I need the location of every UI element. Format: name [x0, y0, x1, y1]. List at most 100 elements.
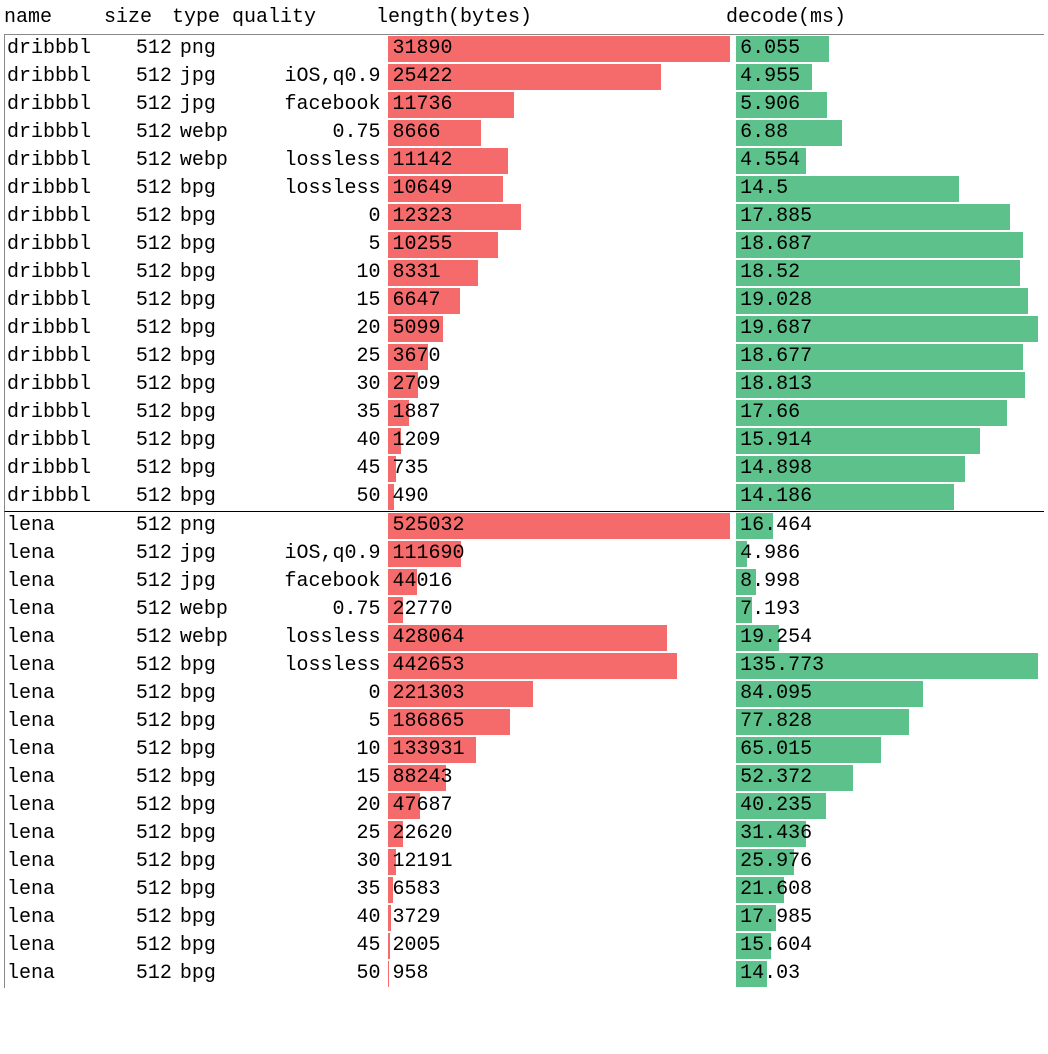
cell-length: 31890	[388, 35, 736, 63]
table-row: lena512webp0.75227707.193	[4, 596, 1044, 624]
cell-length: 111690	[388, 540, 736, 568]
cell-length: 47687	[388, 792, 736, 820]
cell-name: lena	[5, 708, 102, 736]
length-value: 2005	[388, 932, 736, 960]
table-row: dribbbl512png 318906.055	[4, 35, 1044, 63]
cell-quality: 30	[241, 371, 388, 399]
cell-length: 88243	[388, 764, 736, 792]
table-row: dribbbl512bpglossless1064914.5	[4, 175, 1044, 203]
cell-quality: 35	[241, 876, 388, 904]
cell-length: 6583	[388, 876, 736, 904]
cell-size: 512	[102, 792, 180, 820]
cell-type: bpg	[180, 371, 242, 399]
cell-type: bpg	[180, 315, 242, 343]
decode-value: 7.193	[736, 596, 1044, 624]
table-row: dribbbl512bpg01232317.885	[4, 203, 1044, 231]
decode-value: 6.055	[736, 35, 1044, 63]
table-row: lena512webplossless42806419.254	[4, 624, 1044, 652]
cell-decode: 15.914	[736, 427, 1044, 455]
cell-length: 8331	[388, 259, 736, 287]
cell-quality: 5	[241, 231, 388, 259]
length-value: 22620	[388, 820, 736, 848]
decode-value: 52.372	[736, 764, 1044, 792]
cell-length: 186865	[388, 708, 736, 736]
cell-quality: facebook	[241, 91, 388, 119]
header-size: size	[104, 4, 172, 32]
cell-length: 6647	[388, 287, 736, 315]
cell-length: 10255	[388, 231, 736, 259]
cell-size: 512	[102, 175, 180, 203]
cell-quality: 0	[241, 680, 388, 708]
table-header: name size type quality length(bytes) dec…	[4, 4, 1044, 35]
cell-name: dribbbl	[5, 483, 102, 511]
length-value: 88243	[388, 764, 736, 792]
cell-size: 512	[102, 35, 180, 63]
cell-decode: 19.254	[736, 624, 1044, 652]
cell-type: bpg	[180, 904, 242, 932]
cell-name: dribbbl	[5, 231, 102, 259]
cell-name: dribbbl	[5, 287, 102, 315]
cell-name: lena	[5, 764, 102, 792]
cell-type: webp	[180, 596, 242, 624]
length-value: 3670	[388, 343, 736, 371]
cell-size: 512	[102, 231, 180, 259]
cell-name: dribbbl	[5, 35, 102, 63]
cell-size: 512	[102, 652, 180, 680]
table-row: lena512bpg35658321.608	[4, 876, 1044, 904]
header-decode: decode(ms)	[726, 4, 1036, 32]
table-row: lena512png52503216.464	[4, 511, 1044, 540]
cell-decode: 65.015	[736, 736, 1044, 764]
cell-name: lena	[5, 540, 102, 568]
cell-type: bpg	[180, 708, 242, 736]
table-row: lena512bpg40372917.985	[4, 904, 1044, 932]
length-value: 47687	[388, 792, 736, 820]
cell-decode: 14.03	[736, 960, 1044, 988]
cell-name: lena	[5, 820, 102, 848]
cell-size: 512	[102, 568, 180, 596]
decode-value: 14.03	[736, 960, 1044, 988]
cell-type: bpg	[180, 764, 242, 792]
cell-name: dribbbl	[5, 147, 102, 175]
length-value: 8331	[388, 259, 736, 287]
cell-name: lena	[5, 848, 102, 876]
cell-decode: 18.677	[736, 343, 1044, 371]
cell-type: bpg	[180, 680, 242, 708]
length-value: 11142	[388, 147, 736, 175]
cell-size: 512	[102, 708, 180, 736]
table-row: lena512bpglossless442653135.773	[4, 652, 1044, 680]
cell-length: 133931	[388, 736, 736, 764]
cell-size: 512	[102, 876, 180, 904]
table-row: lena512bpg252262031.436	[4, 820, 1044, 848]
table-row: dribbbl512bpg20509919.687	[4, 315, 1044, 343]
cell-type: bpg	[180, 203, 242, 231]
cell-size: 512	[102, 455, 180, 483]
cell-quality: 20	[241, 792, 388, 820]
cell-name: lena	[5, 596, 102, 624]
cell-size: 512	[102, 736, 180, 764]
cell-name: dribbbl	[5, 63, 102, 91]
cell-name: lena	[5, 932, 102, 960]
cell-quality: 40	[241, 427, 388, 455]
cell-type: png	[180, 35, 242, 63]
cell-size: 512	[102, 427, 180, 455]
cell-length: 735	[388, 455, 736, 483]
header-type: type	[172, 4, 232, 32]
cell-quality: 50	[241, 960, 388, 988]
length-value: 11736	[388, 91, 736, 119]
cell-size: 512	[102, 904, 180, 932]
cell-name: dribbbl	[5, 91, 102, 119]
cell-size: 512	[102, 960, 180, 988]
cell-length: 11736	[388, 91, 736, 119]
decode-value: 65.015	[736, 736, 1044, 764]
decode-value: 18.677	[736, 343, 1044, 371]
decode-value: 18.687	[736, 231, 1044, 259]
cell-type: bpg	[180, 399, 242, 427]
decode-value: 14.186	[736, 483, 1044, 511]
decode-value: 19.254	[736, 624, 1044, 652]
cell-type: bpg	[180, 792, 242, 820]
table-row: lena512jpgiOS,q0.91116904.986	[4, 540, 1044, 568]
table-row: lena512bpg204768740.235	[4, 792, 1044, 820]
cell-quality: lossless	[241, 652, 388, 680]
length-value: 12323	[388, 203, 736, 231]
cell-type: bpg	[180, 848, 242, 876]
